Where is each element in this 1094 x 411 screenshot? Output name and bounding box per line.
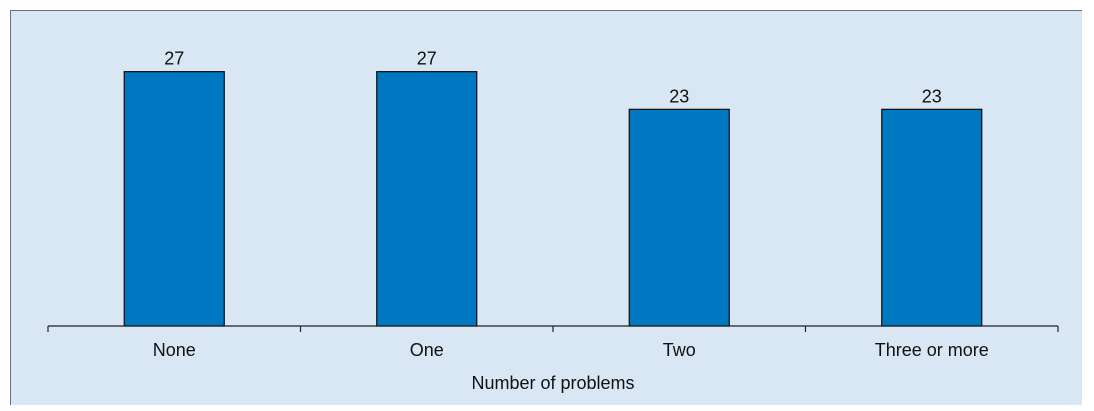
- bar-value-label: 27: [164, 49, 184, 69]
- bar-one: [376, 71, 478, 327]
- bar-value-label: 23: [669, 86, 689, 106]
- bar-two: [628, 108, 730, 327]
- x-axis-ticks: [47, 326, 1059, 332]
- x-tick-label: Two: [663, 340, 696, 360]
- x-tick-label: None: [153, 340, 196, 360]
- value-labels-group: 27 27 23 23: [164, 49, 942, 107]
- bar-none: [123, 71, 225, 327]
- bars-group: [123, 71, 983, 327]
- bar-value-label: 23: [922, 86, 942, 106]
- x-tick-label: Three or more: [875, 340, 989, 360]
- bar-value-label: 27: [417, 49, 437, 69]
- bar-three-or-more: [881, 108, 983, 327]
- x-tick-labels: None One Two Three or more: [153, 340, 989, 360]
- x-tick-label: One: [410, 340, 444, 360]
- x-axis-title: Number of problems: [471, 373, 634, 393]
